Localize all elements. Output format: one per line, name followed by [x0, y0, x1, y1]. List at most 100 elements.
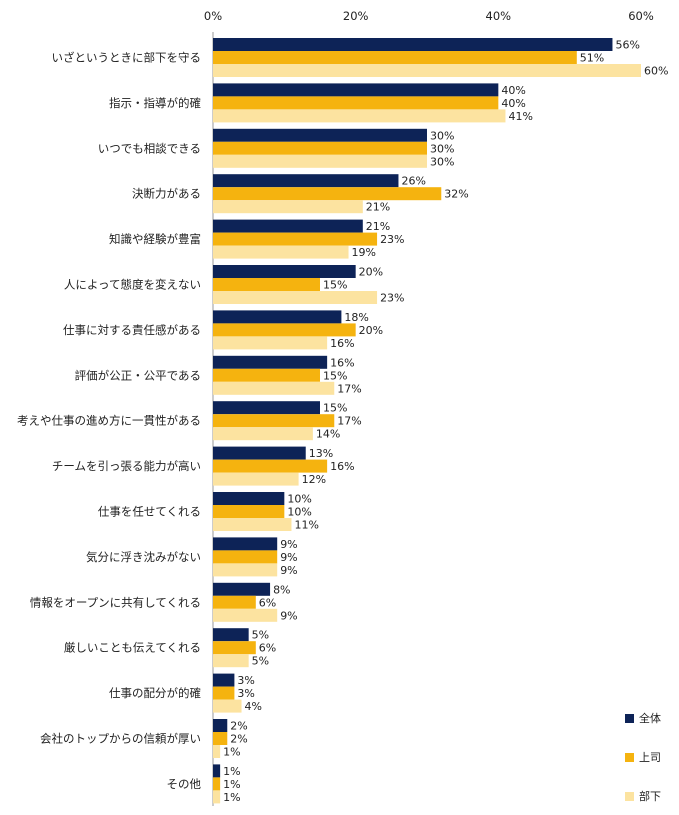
- bar-group: 9%9%9%: [213, 537, 298, 577]
- bar: [213, 745, 221, 758]
- legend-label: 上司: [639, 751, 661, 764]
- category-label: いつでも相談できる: [98, 141, 201, 155]
- bar: [213, 732, 228, 745]
- data-label: 10%: [287, 493, 311, 506]
- data-label: 3%: [237, 687, 254, 700]
- data-label: 16%: [330, 460, 354, 473]
- bar: [213, 608, 278, 622]
- bar: [213, 492, 285, 505]
- x-tick-label: 20%: [343, 9, 369, 23]
- x-axis-ticks: 0% 20% 40% 60%: [204, 9, 654, 23]
- data-label: 9%: [280, 609, 297, 622]
- bar-group: 1%1%1%: [213, 764, 241, 804]
- data-label: 1%: [223, 791, 240, 804]
- bar: [213, 505, 285, 518]
- bar: [213, 141, 427, 155]
- data-label: 3%: [237, 674, 254, 687]
- data-label: 21%: [366, 201, 390, 214]
- bar-group: 3%3%4%: [213, 673, 262, 713]
- bar: [213, 686, 235, 700]
- category-label: 仕事の配分が的確: [109, 686, 201, 700]
- data-label: 23%: [380, 233, 404, 246]
- bar-groups: 56%51%60%40%40%41%30%30%30%26%32%21%21%2…: [213, 38, 668, 804]
- data-label: 15%: [323, 402, 347, 415]
- bar: [213, 323, 356, 337]
- bar: [213, 278, 320, 291]
- x-tick-label: 60%: [628, 9, 654, 23]
- bar-group: 15%17%14%: [213, 401, 362, 441]
- data-label: 8%: [273, 583, 290, 596]
- bar: [213, 265, 356, 278]
- bar: [213, 472, 299, 486]
- bar: [213, 582, 271, 596]
- legend-label: 部下: [639, 789, 661, 803]
- bar: [213, 595, 256, 609]
- data-label: 1%: [223, 765, 240, 778]
- category-label: 指示・指導が的確: [109, 96, 201, 110]
- data-label: 20%: [359, 324, 383, 337]
- bar: [213, 245, 349, 259]
- data-label: 17%: [337, 415, 361, 428]
- data-label: 56%: [615, 39, 639, 52]
- data-label: 40%: [501, 84, 525, 97]
- bar-group: 21%23% 19%: [213, 219, 405, 259]
- data-label: 9%: [280, 564, 297, 577]
- data-label: 4%: [245, 700, 262, 713]
- data-label: 51%: [580, 52, 604, 65]
- bar: [213, 200, 363, 214]
- bar: [213, 673, 235, 687]
- data-label: 26%: [401, 175, 425, 188]
- bar: [213, 446, 306, 460]
- bar: [213, 427, 313, 441]
- bar-group: 40%40%41%: [213, 83, 533, 123]
- category-label: 会社のトップからの信頼が厚い: [40, 732, 201, 746]
- legend-swatch: [625, 753, 634, 762]
- legend-swatch: [625, 792, 634, 801]
- bar: [213, 414, 335, 428]
- category-label: 情報をオープンに共有してくれる: [30, 595, 201, 609]
- bar-group: 16%15%17%: [213, 355, 362, 395]
- category-label: 決断力がある: [132, 187, 201, 201]
- data-label: 18%: [344, 311, 368, 324]
- bar: [213, 51, 577, 64]
- bar-group: 20% 15% 23%: [213, 265, 405, 305]
- bar: [213, 187, 442, 201]
- bar: [213, 699, 242, 713]
- bar: [213, 401, 320, 415]
- bar: [213, 368, 320, 382]
- category-label: 厳しいことも伝えてくれる: [64, 641, 201, 655]
- bar-group: 8%6% 9%: [213, 582, 298, 622]
- bar: [213, 550, 278, 564]
- bar-group: 30%30%30%: [213, 128, 454, 168]
- data-label: 16%: [330, 337, 354, 350]
- data-label: 40%: [501, 97, 525, 110]
- data-label: 15%: [323, 369, 347, 382]
- legend-swatch: [625, 714, 634, 723]
- bar-group: 5%6%5%: [213, 628, 276, 668]
- bar: [213, 83, 499, 97]
- category-label: 仕事に対する責任感がある: [63, 323, 201, 337]
- data-label: 1%: [223, 778, 240, 791]
- data-label: 16%: [330, 356, 354, 369]
- data-label: 23%: [380, 292, 404, 305]
- bar-group: 10%10%11%: [213, 492, 319, 532]
- category-label: チームを引っ張る能力が高い: [52, 459, 201, 473]
- data-label: 14%: [316, 428, 340, 441]
- bar-group: 2%2%1%: [213, 719, 248, 759]
- data-label: 30%: [430, 155, 454, 168]
- category-label: その他: [167, 777, 202, 791]
- x-tick-label: 40%: [486, 9, 512, 23]
- bar-group: 56% 51% 60%: [213, 38, 668, 78]
- data-label: 5%: [252, 629, 269, 642]
- bar: [213, 174, 399, 188]
- category-label: 人によって態度を変えない: [64, 278, 201, 292]
- data-label: 30%: [430, 129, 454, 142]
- bar-group: 26% 32% 21%: [213, 174, 469, 214]
- data-label: 60%: [644, 65, 668, 78]
- bar: [213, 777, 221, 791]
- category-label: いざというときに部下を守る: [52, 51, 202, 65]
- bar: [213, 518, 292, 531]
- data-label: 32%: [444, 188, 468, 201]
- bar-group: 18%20% 16%: [213, 310, 383, 350]
